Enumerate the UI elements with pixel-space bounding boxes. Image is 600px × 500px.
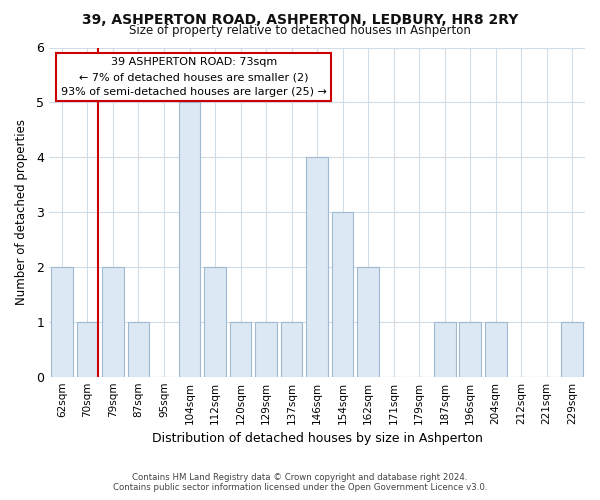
Y-axis label: Number of detached properties: Number of detached properties xyxy=(15,119,28,305)
Bar xyxy=(77,322,98,376)
Bar xyxy=(255,322,277,376)
Bar xyxy=(102,267,124,376)
Bar xyxy=(51,267,73,376)
Text: 39 ASHPERTON ROAD: 73sqm
← 7% of detached houses are smaller (2)
93% of semi-det: 39 ASHPERTON ROAD: 73sqm ← 7% of detache… xyxy=(61,58,327,97)
Bar xyxy=(179,102,200,376)
Bar xyxy=(460,322,481,376)
Bar xyxy=(230,322,251,376)
Bar xyxy=(306,157,328,376)
Bar xyxy=(128,322,149,376)
Bar xyxy=(204,267,226,376)
Bar xyxy=(332,212,353,376)
X-axis label: Distribution of detached houses by size in Ashperton: Distribution of detached houses by size … xyxy=(152,432,482,445)
Bar xyxy=(434,322,455,376)
Bar xyxy=(562,322,583,376)
Text: Size of property relative to detached houses in Ashperton: Size of property relative to detached ho… xyxy=(129,24,471,37)
Bar xyxy=(485,322,506,376)
Bar xyxy=(281,322,302,376)
Bar xyxy=(357,267,379,376)
Text: 39, ASHPERTON ROAD, ASHPERTON, LEDBURY, HR8 2RY: 39, ASHPERTON ROAD, ASHPERTON, LEDBURY, … xyxy=(82,12,518,26)
Text: Contains HM Land Registry data © Crown copyright and database right 2024.
Contai: Contains HM Land Registry data © Crown c… xyxy=(113,473,487,492)
